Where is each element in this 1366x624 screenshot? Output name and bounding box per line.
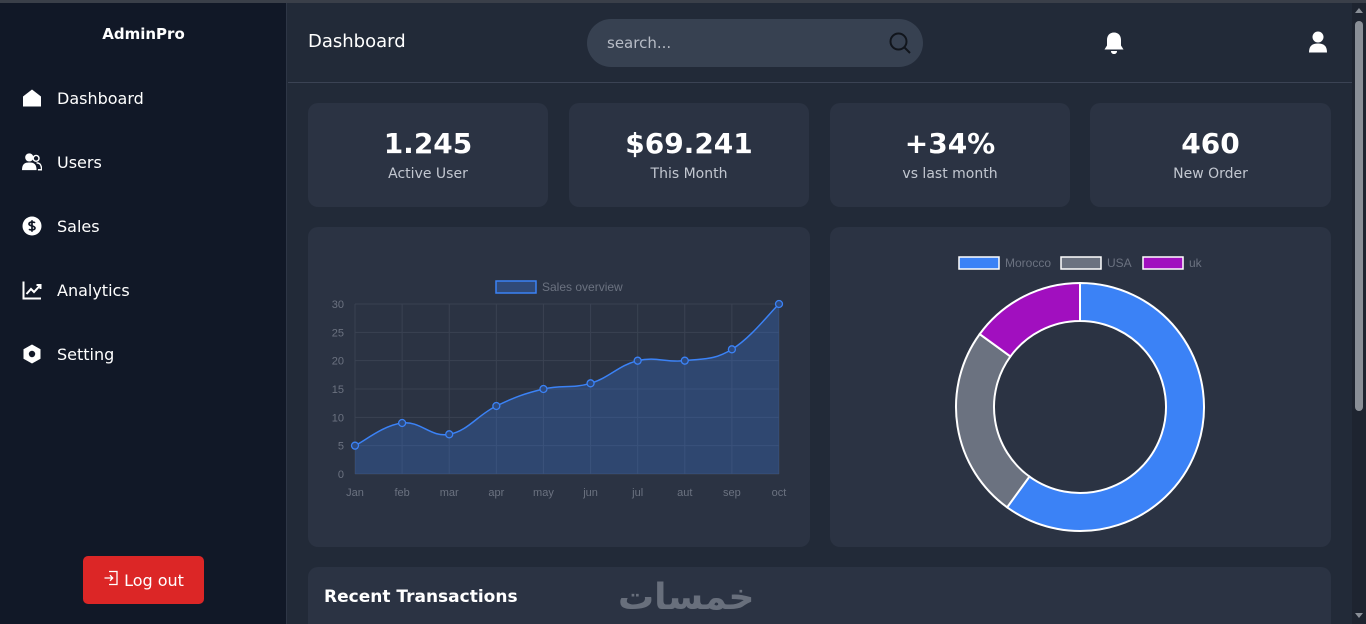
transactions-title: Recent Transactions xyxy=(324,587,518,607)
x-tick-label: aut xyxy=(677,487,692,499)
stat-value: 460 xyxy=(1181,127,1240,160)
logout-label: Log out xyxy=(124,570,184,590)
x-tick-label: feb xyxy=(394,487,409,499)
legend-label[interactable]: Morocco xyxy=(1005,256,1051,270)
scroll-thumb[interactable] xyxy=(1355,21,1363,411)
y-tick-label: 0 xyxy=(338,469,344,481)
data-point[interactable] xyxy=(727,345,737,354)
sidebar: AdminPro Dashboard Users Sales Analytics… xyxy=(0,3,287,624)
x-tick-label: mar xyxy=(440,487,459,499)
sidebar-item-label: Dashboard xyxy=(57,88,144,108)
x-tick-label: sep xyxy=(723,487,741,499)
legend-swatch[interactable] xyxy=(1142,256,1184,270)
legend-swatch[interactable] xyxy=(958,256,1000,270)
sidebar-item-label: Sales xyxy=(57,216,100,236)
donut-slice-morocco[interactable] xyxy=(1005,281,1205,532)
stat-label: vs last month xyxy=(902,166,998,182)
window-top-border xyxy=(0,0,1366,3)
x-tick-label: jun xyxy=(582,487,598,499)
y-tick-label: 25 xyxy=(332,327,344,339)
scroll-up-arrow[interactable] xyxy=(1355,8,1363,13)
x-tick-label: apr xyxy=(488,487,504,499)
legend-label[interactable]: USA xyxy=(1107,256,1132,270)
user-icon[interactable] xyxy=(1308,31,1328,57)
x-tick-label: may xyxy=(533,487,554,499)
stat-value: +34% xyxy=(904,127,996,160)
scroll-down-arrow[interactable] xyxy=(1355,613,1363,618)
sales-chart-card: 0 5 10 15 20 25 30 Jan feb mar apr may jun jul aut sep o… xyxy=(308,227,810,547)
country-donut-chart: Morocco USA uk xyxy=(955,256,1205,532)
donut-slice-uk[interactable] xyxy=(978,281,1081,358)
sidebar-item-label: Users xyxy=(57,152,102,172)
data-point[interactable] xyxy=(397,418,407,428)
data-point[interactable] xyxy=(633,356,642,365)
y-tick-label: 20 xyxy=(332,356,344,368)
page-scrollbar[interactable] xyxy=(1352,3,1366,624)
legend-swatch[interactable] xyxy=(1060,256,1102,270)
y-tick-label: 30 xyxy=(332,299,344,311)
data-point[interactable] xyxy=(539,384,548,394)
y-tick-label: 15 xyxy=(332,384,344,396)
watermark-logo: خمسات xyxy=(618,577,755,618)
legend-swatch[interactable] xyxy=(495,280,537,294)
x-tick-label: jul xyxy=(631,487,643,499)
sidebar-item-sales[interactable]: Sales xyxy=(22,212,100,240)
data-point[interactable] xyxy=(492,401,501,411)
dollar-icon xyxy=(22,216,42,236)
data-point[interactable] xyxy=(774,299,784,309)
sidebar-item-analytics[interactable]: Analytics xyxy=(22,276,130,304)
sales-line-chart: 0 5 10 15 20 25 30 Jan feb mar apr may jun jul aut sep o… xyxy=(332,280,787,499)
stat-value: 1.245 xyxy=(383,127,473,160)
gear-icon xyxy=(22,344,42,364)
home-icon xyxy=(22,88,42,108)
bell-icon[interactable] xyxy=(1103,31,1125,59)
legend-label[interactable]: Sales overview xyxy=(542,280,623,294)
donut-slice-usa[interactable] xyxy=(955,332,1031,509)
data-point[interactable] xyxy=(445,430,454,439)
data-point[interactable] xyxy=(586,379,595,388)
data-point[interactable] xyxy=(680,356,689,365)
stat-label: New Order xyxy=(1173,166,1248,182)
sidebar-item-label: Analytics xyxy=(57,280,130,300)
y-tick-label: 10 xyxy=(332,412,344,424)
stat-card-this-month: $69.241 This Month xyxy=(569,103,809,207)
search-icon[interactable] xyxy=(889,32,911,58)
top-header: Dashboard xyxy=(288,3,1352,83)
stat-card-new-order: 460 New Order xyxy=(1090,103,1331,207)
stat-card-vs-last-month: +34% vs last month xyxy=(830,103,1070,207)
stat-label: This Month xyxy=(650,166,728,182)
legend-label[interactable]: uk xyxy=(1189,256,1203,270)
sidebar-item-setting[interactable]: Setting xyxy=(22,340,114,368)
chart-line-icon xyxy=(22,280,42,300)
sidebar-item-users[interactable]: Users xyxy=(22,148,102,176)
page-title: Dashboard xyxy=(308,31,406,52)
x-tick-label: oct xyxy=(772,487,787,499)
brand-title: AdminPro xyxy=(102,25,185,43)
country-chart-card: Morocco USA uk xyxy=(830,227,1331,547)
logout-icon xyxy=(103,570,119,590)
stat-value: $69.241 xyxy=(625,127,753,160)
series-line xyxy=(354,303,780,447)
users-icon xyxy=(22,152,42,172)
main-content: Dashboard 1.245 Active User $69.241 This… xyxy=(288,3,1352,624)
y-tick-label: 5 xyxy=(338,441,344,453)
stat-label: Active User xyxy=(388,166,468,182)
search-box xyxy=(587,19,923,67)
data-point[interactable] xyxy=(350,441,360,450)
search-input[interactable] xyxy=(607,33,877,53)
x-tick-label: Jan xyxy=(346,487,364,499)
stat-card-active-users: 1.245 Active User xyxy=(308,103,548,207)
series-area xyxy=(355,304,779,474)
recent-transactions-card: Recent Transactions خمسات xyxy=(308,567,1331,624)
sidebar-item-dashboard[interactable]: Dashboard xyxy=(22,84,144,112)
sidebar-item-label: Setting xyxy=(57,344,115,364)
logout-button[interactable]: Log out xyxy=(83,556,204,604)
